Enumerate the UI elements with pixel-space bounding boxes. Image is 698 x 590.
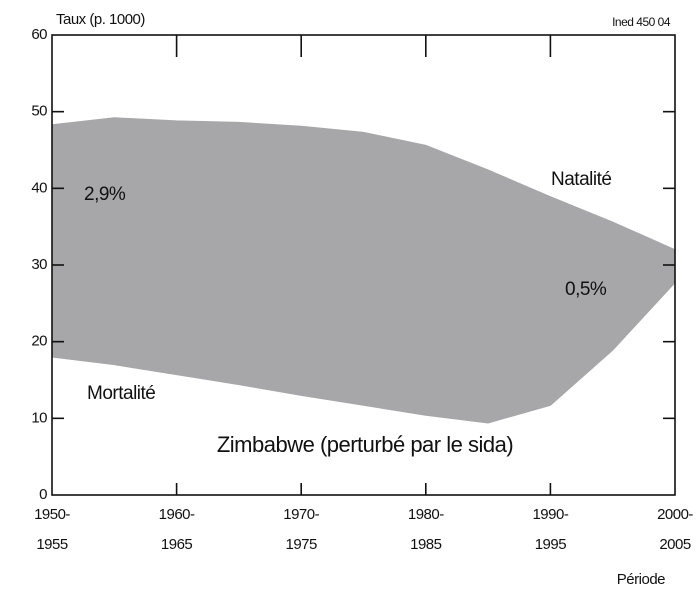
x-tick-label: 1955 [36,536,68,553]
annotation: Natalité [551,169,611,190]
chart-title: Zimbabwe (perturbé par le sida) [217,432,513,457]
x-tick-label: 1985 [410,536,442,553]
y-tick-label: 20 [31,333,47,350]
x-tick-label: 1975 [286,536,318,553]
x-tick-label: 1995 [535,536,567,553]
area-between [52,117,675,423]
x-tick-label: 1960- [159,506,195,523]
x-tick-label: 1990- [532,506,568,523]
series-edge [51,117,676,251]
y-tick-label: 60 [31,26,47,43]
x-tick-label: 1965 [161,536,193,553]
x-tick-label: 1970- [283,506,319,523]
x-axis-label: Période [617,571,665,588]
annotation: 0,5% [565,279,607,300]
y-tick-label: 40 [31,179,47,196]
x-tick-label: 2000- [657,506,693,523]
y-tick-label: 30 [31,256,47,273]
y-tick-label: 0 [39,486,47,503]
annotation: 2,9% [84,184,126,205]
plot-area [51,117,676,424]
x-tick-label: 1980- [408,506,444,523]
source-label: Ined 450 04 [612,15,671,29]
x-tick-label: 2005 [659,536,691,553]
x-tick-label: 1950- [34,506,70,523]
y-axis-label: Taux (p. 1000) [56,11,145,28]
y-tick-label: 50 [31,103,47,120]
annotation: Mortalité [87,383,155,404]
y-tick-label: 10 [31,409,47,426]
series-edge [51,282,676,424]
